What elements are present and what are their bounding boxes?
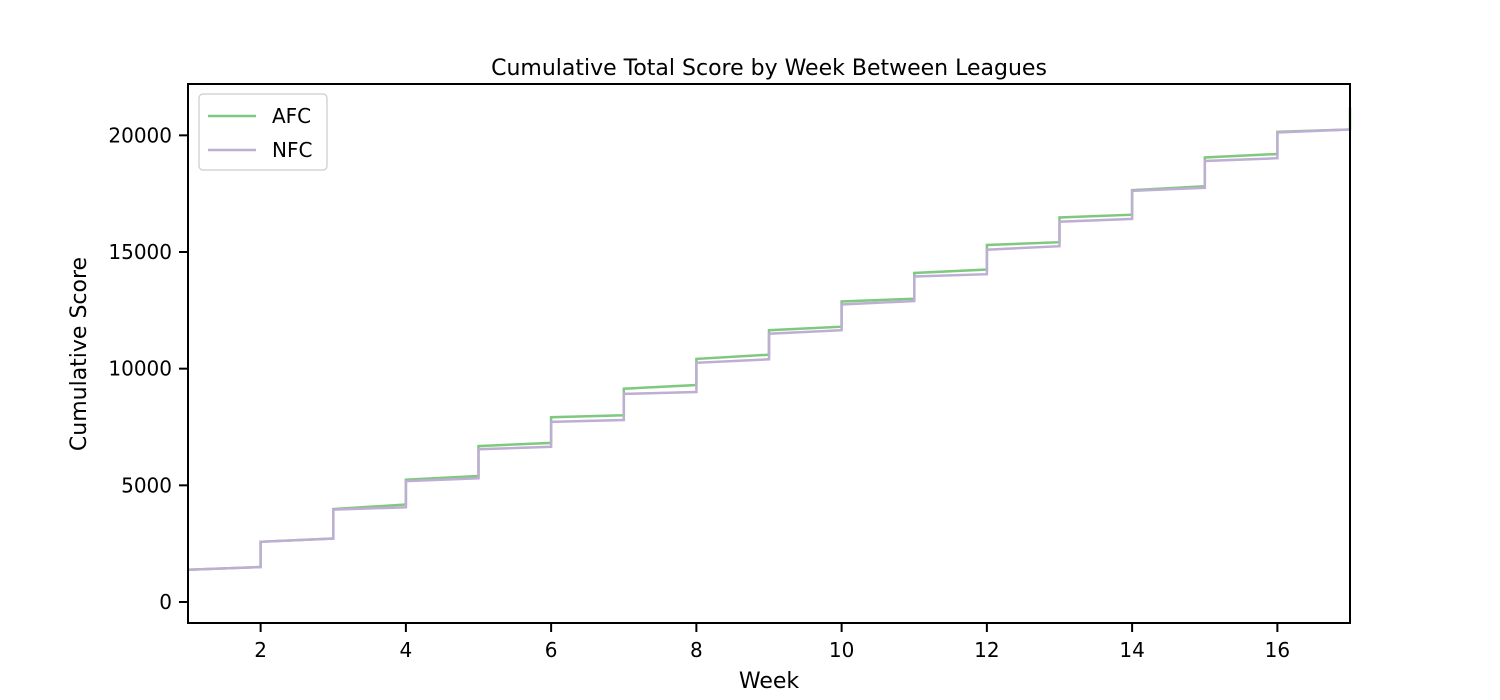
y-tick-label: 5000 (121, 473, 172, 497)
x-tick-label: 14 (1119, 638, 1144, 662)
x-tick-label: 12 (974, 638, 999, 662)
plot-lines (187, 107, 1352, 572)
y-axis-label: Cumulative Score (67, 257, 92, 451)
x-axis-label: Week (739, 669, 800, 694)
legend: AFC NFC (198, 93, 328, 171)
x-tick-label: 4 (400, 638, 413, 662)
x-tick-label: 2 (254, 638, 267, 662)
legend-label-nfc: NFC (272, 138, 312, 162)
x-tick-label: 16 (1265, 638, 1290, 662)
y-tick-label: 0 (159, 590, 172, 614)
x-tick-label: 8 (690, 638, 703, 662)
x-tick-label: 10 (829, 638, 854, 662)
plot-frame (187, 83, 1351, 624)
series-line-nfc (187, 128, 1351, 572)
y-tick-label: 20000 (108, 123, 172, 147)
x-axis: 2 4 6 8 10 12 14 16 (254, 623, 1290, 662)
x-tick-label: 6 (545, 638, 558, 662)
y-axis: 0 5000 10000 15000 20000 (108, 123, 188, 614)
y-tick-label: 10000 (108, 357, 172, 381)
chart-title: Cumulative Total Score by Week Between L… (491, 56, 1047, 81)
legend-label-afc: AFC (272, 104, 311, 128)
y-tick-label: 15000 (108, 240, 172, 264)
